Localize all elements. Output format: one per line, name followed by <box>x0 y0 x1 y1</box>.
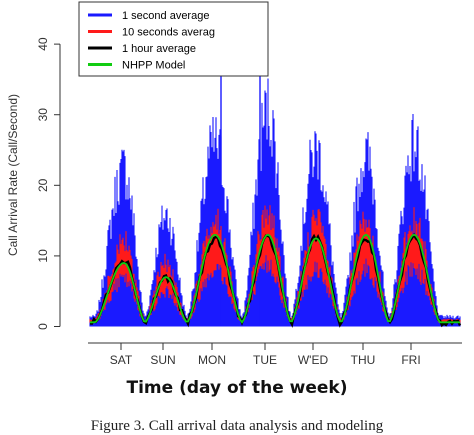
nhpp-model-line <box>90 233 460 324</box>
legend-label: 1 second average <box>122 10 209 22</box>
y-tick-label: 20 <box>36 178 50 192</box>
series-band-layer <box>89 30 461 327</box>
y-tick-label: 30 <box>36 108 50 122</box>
x-tick-label: THU <box>351 353 376 367</box>
legend-label: 10 seconds averag <box>122 27 215 39</box>
axes-layer: 0 10 20 30 40 SAT SUN MON TUE W'ED THU FRI <box>36 37 462 367</box>
series-line-layer <box>89 232 462 328</box>
legend-label: NHPP Model <box>122 60 185 72</box>
x-tick-label: SAT <box>110 353 133 367</box>
y-tick-label: 10 <box>36 249 50 263</box>
x-tick-label: FRI <box>401 353 420 367</box>
x-tick-label: SUN <box>150 353 175 367</box>
legend: 1 second average 10 seconds averag 1 hour … <box>78 1 269 77</box>
x-tick-label: TUE <box>253 353 277 367</box>
y-tick-label: 0 <box>36 323 50 330</box>
y-tick-label: 40 <box>36 37 50 51</box>
y-axis-label: Call Arrival Rate (Call/Second) <box>6 94 20 256</box>
x-tick-label: MON <box>198 353 226 367</box>
figure-caption: Figure 3. Call arrival data analysis and… <box>90 418 384 434</box>
x-axis-label: Time (day of the week) <box>126 378 348 398</box>
x-tick-label: W'ED <box>298 353 329 367</box>
legend-label: 1 hour average <box>122 43 196 55</box>
